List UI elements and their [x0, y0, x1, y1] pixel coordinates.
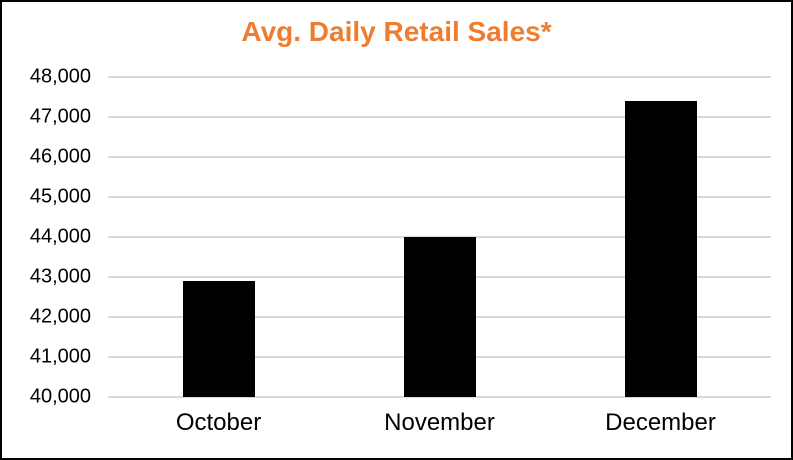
gridline	[108, 116, 771, 118]
bar-october	[182, 281, 255, 397]
y-tick-label: 40,000	[29, 385, 91, 408]
gridline	[108, 396, 771, 398]
x-tick-label-november: November	[384, 409, 495, 436]
y-tick-label: 47,000	[29, 105, 91, 128]
y-tick-label: 42,000	[29, 305, 91, 328]
y-tick-label: 43,000	[29, 265, 91, 288]
y-axis: 40,000 41,000 42,000 43,000 44,000 45,000 46,0…	[2, 66, 97, 408]
gridline	[108, 156, 771, 158]
y-tick-label: 48,000	[29, 65, 91, 88]
x-tick-label-october: October	[175, 409, 262, 436]
x-axis: October November December	[108, 407, 771, 447]
gridline	[108, 76, 771, 78]
y-tick-label: 41,000	[29, 345, 91, 368]
bar-november	[403, 237, 476, 397]
y-tick-label: 44,000	[29, 225, 91, 248]
y-tick-label: 45,000	[29, 185, 91, 208]
bar-december	[624, 101, 697, 397]
gridline	[108, 196, 771, 198]
chart-title: Avg. Daily Retail Sales*	[241, 16, 552, 47]
y-tick-label: 46,000	[29, 145, 91, 168]
plot-area	[108, 76, 771, 398]
x-tick-label-december: December	[605, 409, 716, 436]
